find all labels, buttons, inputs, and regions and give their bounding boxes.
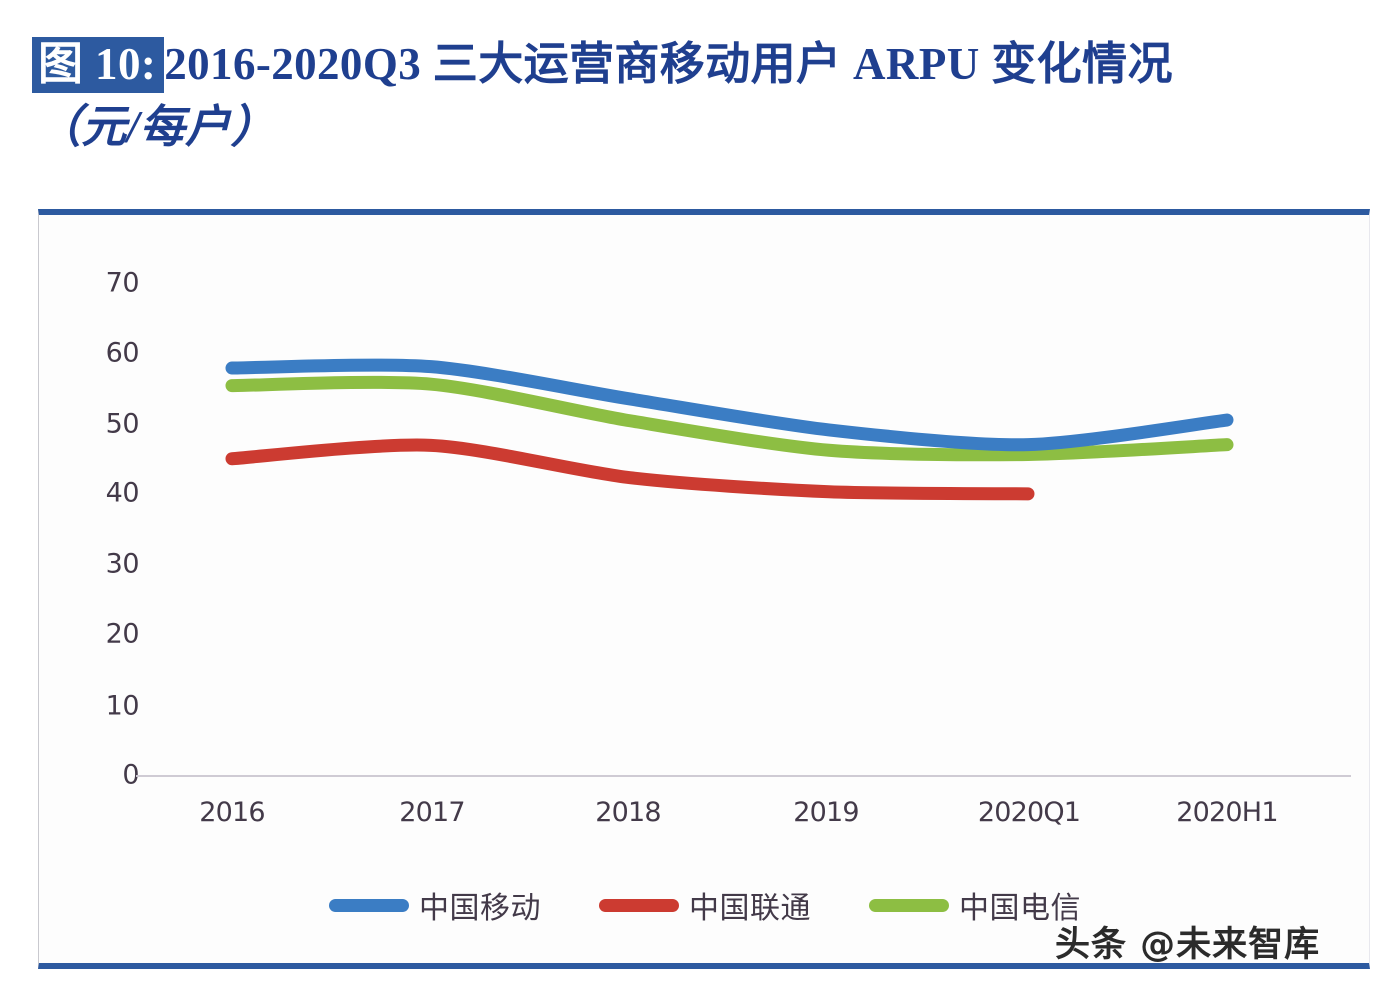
y-tick-label: 30: [105, 548, 140, 580]
legend-label: 中国移动: [419, 891, 541, 926]
line-china-unicom: [225, 438, 1035, 501]
x-axis-baseline: [136, 775, 1351, 777]
figure-number-tag: 图 10:: [32, 37, 165, 93]
line-china-mobile: [225, 358, 1234, 452]
legend-swatch-icon: [329, 898, 409, 912]
x-tick-label: 2018: [595, 797, 661, 828]
y-tick-label: 40: [105, 477, 140, 509]
x-tick-label: 2020H1: [1176, 797, 1278, 828]
chart-frame: 70 60 50 40 30 20 10 0 2016 2017 2018 20…: [38, 209, 1370, 969]
y-tick-label: 0: [122, 759, 139, 791]
watermark: 头条 @未来智库: [1055, 925, 1321, 965]
x-tick-label: 2016: [199, 797, 265, 828]
y-tick-label: 60: [105, 337, 140, 369]
legend-item-china-mobile[interactable]: 中国移动: [329, 883, 541, 927]
legend-label: 中国联通: [689, 891, 811, 926]
chart-legend: 中国移动 中国联通 中国电信: [39, 883, 1371, 927]
title-text: 2016-2020Q3 三大运营商移动用户 ARPU 变化情况: [164, 39, 1173, 89]
y-tick-label: 10: [105, 690, 140, 722]
y-axis: 70 60 50 40 30 20 10 0: [61, 215, 140, 975]
title-line-2: （元/每户）: [36, 101, 276, 152]
x-tick-label: 2019: [793, 797, 859, 828]
legend-label: 中国电信: [959, 891, 1081, 926]
x-tick-label: 2017: [399, 797, 465, 828]
y-tick-label: 70: [105, 267, 140, 299]
x-tick-label: 2020Q1: [977, 797, 1081, 828]
title-line-1: 图 10: 2016-2020Q3 三大运营商移动用户 ARPU 变化情况: [32, 37, 1378, 93]
y-tick-label: 20: [105, 618, 140, 650]
y-tick-label: 50: [105, 408, 140, 440]
legend-swatch-icon: [869, 898, 949, 912]
line-china-telecom: [225, 375, 1234, 462]
plot-area: 70 60 50 40 30 20 10 0 2016 2017 2018 20…: [39, 215, 1371, 975]
legend-item-china-unicom[interactable]: 中国联通: [599, 883, 811, 927]
figure-title: 图 10: 2016-2020Q3 三大运营商移动用户 ARPU 变化情况 （元/…: [32, 37, 1378, 152]
legend-item-china-telecom[interactable]: 中国电信: [869, 883, 1081, 927]
series-lines: [225, 358, 1234, 501]
legend-swatch-icon: [599, 898, 679, 912]
